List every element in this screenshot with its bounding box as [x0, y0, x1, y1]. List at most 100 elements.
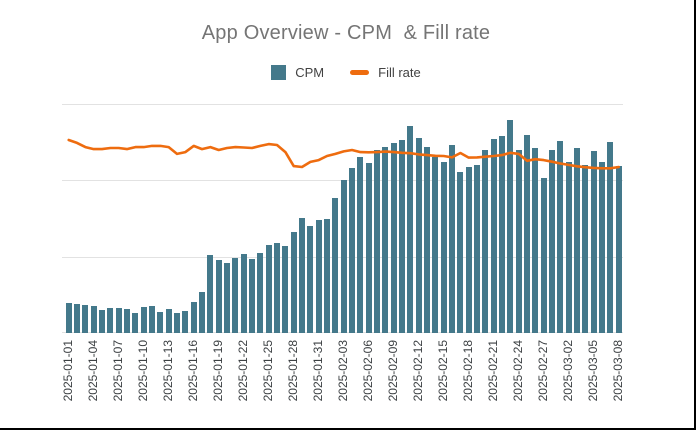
cpm-bar — [532, 148, 539, 333]
cpm-bar — [157, 311, 164, 333]
cpm-bar — [382, 146, 389, 333]
cpm-bar — [565, 161, 572, 333]
cpm-bar — [607, 141, 614, 333]
cpm-bar — [599, 161, 605, 333]
legend: CPM Fill rate — [0, 62, 692, 82]
cpm-bar — [390, 142, 397, 333]
cpm-bar — [507, 120, 514, 333]
cpm-bar — [315, 220, 322, 333]
cpm-swatch-icon — [271, 64, 287, 80]
x-axis-tick-label: 2025-01-04 — [85, 340, 100, 402]
cpm-bar — [540, 178, 547, 333]
x-axis-tick-label: 2025-01-01 — [60, 340, 75, 402]
legend-label-fill-rate: Fill rate — [378, 64, 421, 80]
x-axis-tick-label: 2025-02-12 — [410, 340, 425, 402]
cpm-bar — [582, 164, 589, 333]
cpm-bar — [515, 150, 522, 333]
x-axis-tick-label: 2025-02-18 — [460, 340, 475, 402]
legend-label-cpm: CPM — [295, 64, 325, 80]
cpm-bar — [199, 292, 206, 333]
x-axis-tick-label: 2025-01-31 — [310, 340, 325, 402]
cpm-bar — [82, 305, 89, 333]
cpm-bar — [299, 218, 306, 333]
cpm-bar — [107, 308, 114, 333]
cpm-bar — [374, 150, 381, 333]
cpm-bar — [207, 254, 214, 333]
fill-rate-line — [67, 138, 621, 170]
cpm-bar — [99, 310, 106, 333]
x-axis-tick-label: 2025-01-19 — [210, 340, 225, 402]
x-axis-tick-label: 2025-02-15 — [435, 340, 450, 402]
cpm-bar — [574, 148, 580, 333]
legend-item-fill-rate[interactable]: Fill rate — [350, 65, 421, 80]
cpm-bar — [224, 262, 231, 333]
cpm-bar — [407, 125, 414, 333]
cpm-bar — [165, 308, 172, 333]
cpm-bar — [182, 311, 189, 333]
x-axis-tick-label: 2025-01-07 — [110, 340, 125, 402]
x-axis-tick-label: 2025-01-13 — [160, 340, 175, 402]
x-axis-tick-label: 2025-03-08 — [610, 340, 625, 402]
x-axis-tick-label: 2025-03-02 — [560, 340, 575, 402]
cpm-bar — [215, 259, 222, 333]
cpm-bar — [140, 307, 147, 333]
cpm-bar — [449, 145, 456, 333]
chart-title: App Overview - CPM & Fill rate — [201, 22, 491, 44]
cpm-bar — [149, 305, 156, 333]
cpm-bar — [332, 198, 339, 333]
cpm-bar — [440, 161, 447, 333]
cpm-bar — [324, 219, 331, 333]
cpm-bar — [257, 253, 264, 333]
cpm-bar — [557, 140, 564, 333]
x-axis-tick-label: 2025-01-10 — [135, 340, 150, 402]
cpm-bar — [249, 259, 256, 333]
x-axis-tick-label: 2025-02-09 — [385, 340, 400, 402]
cpm-bar — [615, 166, 622, 333]
cpm-bar — [240, 254, 247, 333]
legend-item-cpm[interactable]: CPM — [271, 64, 325, 80]
cpm-bar — [482, 150, 489, 333]
x-axis-tick-label: 2025-01-25 — [260, 340, 275, 402]
cpm-bar — [74, 303, 81, 333]
x-axis-tick-label: 2025-01-16 — [185, 340, 200, 402]
x-axis-tick-label: 2025-02-06 — [360, 340, 375, 402]
cpm-bar — [549, 150, 555, 333]
cpm-bar — [265, 245, 272, 333]
fill-rate-swatch-icon — [350, 69, 370, 75]
cpm-bar — [490, 139, 497, 333]
x-axis-tick-label: 2025-02-27 — [535, 340, 550, 402]
cpm-bar — [124, 308, 131, 333]
x-axis-tick-label: 2025-01-22 — [235, 340, 250, 402]
cpm-bar — [282, 245, 289, 333]
gridline — [62, 104, 623, 105]
cpm-bar — [190, 302, 197, 333]
cpm-bar — [399, 139, 406, 333]
cpm-bar — [232, 258, 239, 333]
cpm-bar — [365, 162, 372, 333]
x-axis-tick-label: 2025-03-05 — [585, 340, 600, 402]
cpm-bar — [307, 226, 314, 333]
plot-area — [62, 104, 623, 333]
cpm-bar — [290, 231, 297, 333]
cpm-bar — [457, 171, 464, 333]
x-axis-tick-label: 2025-02-24 — [510, 340, 525, 402]
cpm-bar — [474, 164, 481, 333]
cpm-bar — [357, 156, 364, 333]
cpm-bar — [349, 168, 356, 333]
cpm-bar — [424, 146, 431, 333]
cpm-bar — [90, 305, 97, 333]
cpm-bar — [590, 150, 597, 333]
cpm-bar — [65, 303, 72, 333]
x-axis-tick-label: 2025-02-03 — [335, 340, 350, 402]
cpm-bar — [415, 138, 422, 333]
cpm-bar — [115, 308, 122, 333]
cpm-bar — [274, 242, 281, 333]
cpm-bar — [174, 313, 181, 333]
cpm-bar — [132, 312, 139, 333]
cpm-bar — [465, 166, 472, 333]
cpm-bar — [432, 157, 439, 333]
cpm-bar — [340, 180, 347, 333]
cpm-bar — [524, 134, 530, 333]
x-axis-tick-label: 2025-01-28 — [285, 340, 300, 402]
